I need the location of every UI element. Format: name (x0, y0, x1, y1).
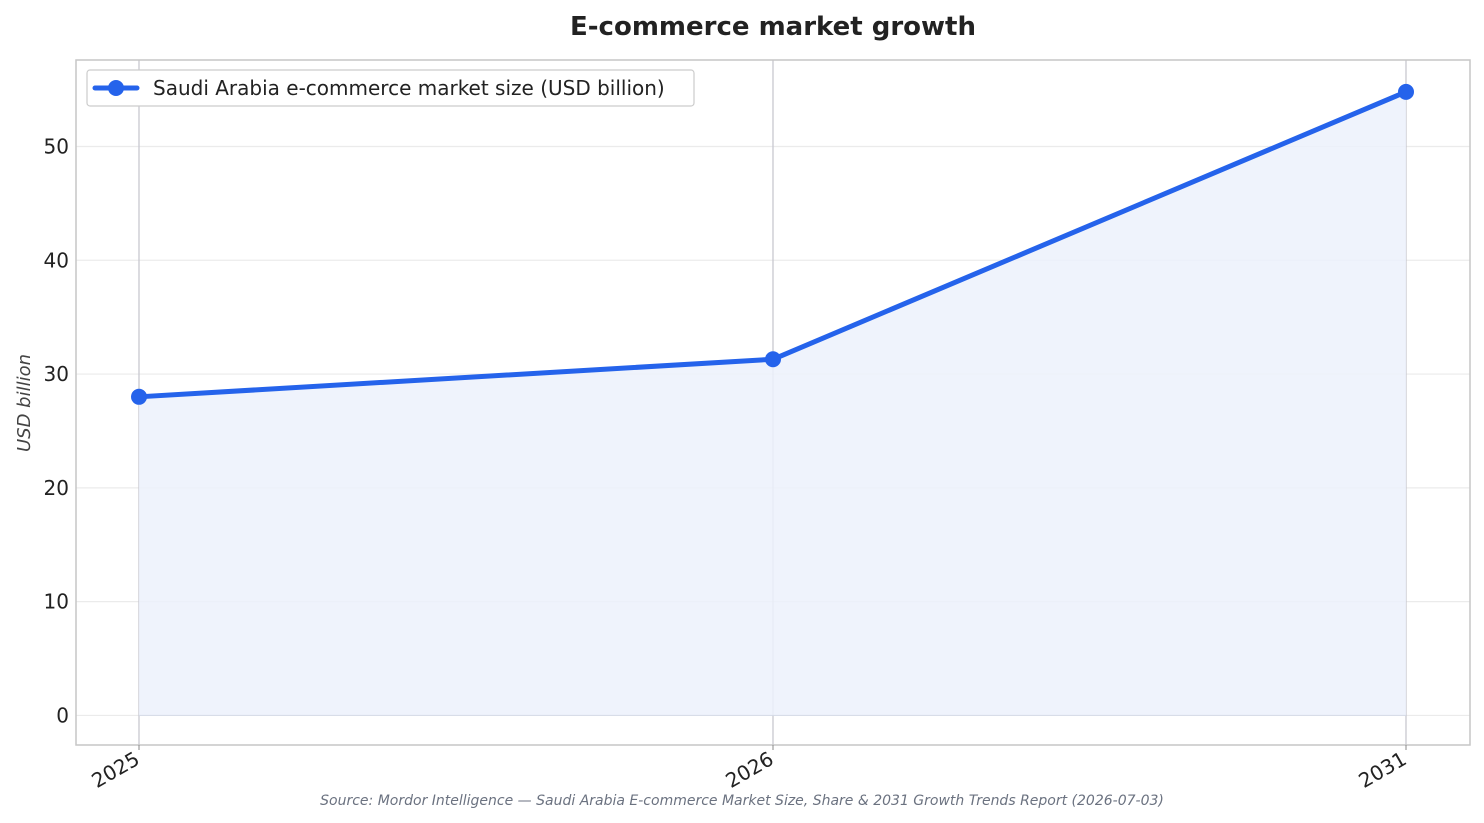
data-point[interactable] (131, 388, 147, 405)
area-fill (139, 91, 1406, 716)
data-point[interactable] (765, 351, 781, 368)
x-tick-label: 2031 (1354, 747, 1410, 793)
plot-area: 0 10 20 30 40 50 2025 2026 2031 Saudi Arabia e-co… (44, 59, 1471, 793)
y-tick-label: 10 (44, 590, 69, 614)
legend-box (86, 69, 695, 107)
legend-marker-swatch (108, 80, 124, 96)
legend-label: Saudi Arabia e-commerce market size (USD… (153, 76, 665, 100)
data-point[interactable] (1398, 83, 1414, 100)
x-tick-label: 2025 (87, 747, 143, 793)
y-tick-label: 0 (56, 703, 69, 727)
source-note: Source: Mordor Intelligence — Saudi Arab… (320, 793, 1164, 809)
x-tick-label: 2026 (721, 747, 777, 793)
y-tick-label: 30 (44, 362, 69, 386)
chart-title: E-commerce market growth (570, 12, 976, 42)
y-axis-label: USD billion (14, 354, 35, 452)
y-tick-label: 50 (44, 134, 69, 158)
y-tick-label: 20 (44, 476, 69, 500)
y-tick-label: 40 (44, 248, 69, 272)
